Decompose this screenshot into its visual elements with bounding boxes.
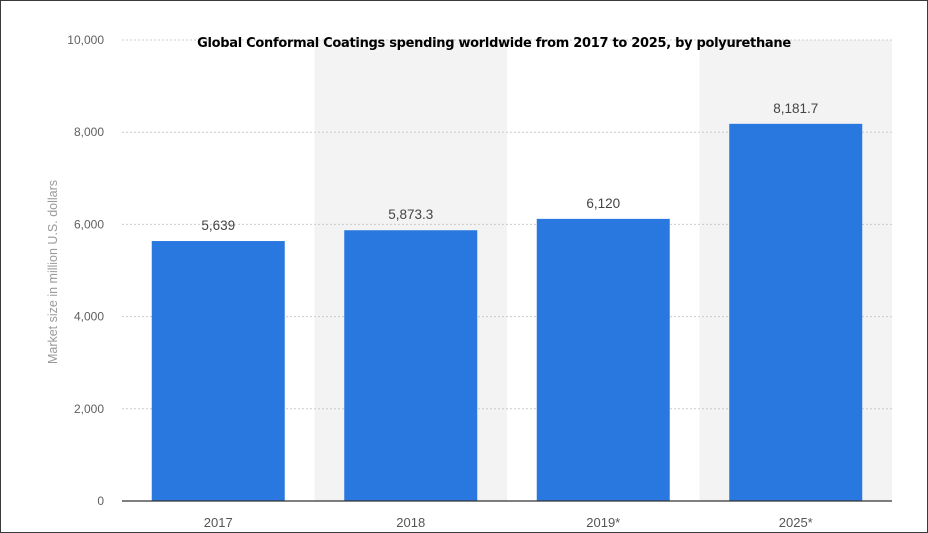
y-tick-label: 0 xyxy=(97,494,104,508)
data-label: 8,181.7 xyxy=(773,101,818,116)
y-tick-label: 6,000 xyxy=(74,217,104,231)
x-tick-label: 2025* xyxy=(779,515,813,530)
data-label: 5,639 xyxy=(201,218,235,233)
data-label: 5,873.3 xyxy=(388,207,433,222)
y-tick-label: 8,000 xyxy=(74,125,104,139)
y-tick-label: 4,000 xyxy=(74,310,104,324)
data-label: 6,120 xyxy=(586,196,620,211)
bar xyxy=(151,241,285,501)
bar xyxy=(536,218,670,502)
y-tick-label: 2,000 xyxy=(74,402,104,416)
bar xyxy=(729,123,863,501)
x-tick-label: 2018 xyxy=(396,515,425,530)
x-tick-label: 2017 xyxy=(204,515,233,530)
y-tick-label: 10,000 xyxy=(67,33,104,47)
bar xyxy=(344,230,478,501)
y-axis-label: Market size in million U.S. dollars xyxy=(46,179,60,365)
x-tick-label: 2019* xyxy=(586,515,620,530)
chart-title: Global Conformal Coatings spending world… xyxy=(197,36,791,51)
